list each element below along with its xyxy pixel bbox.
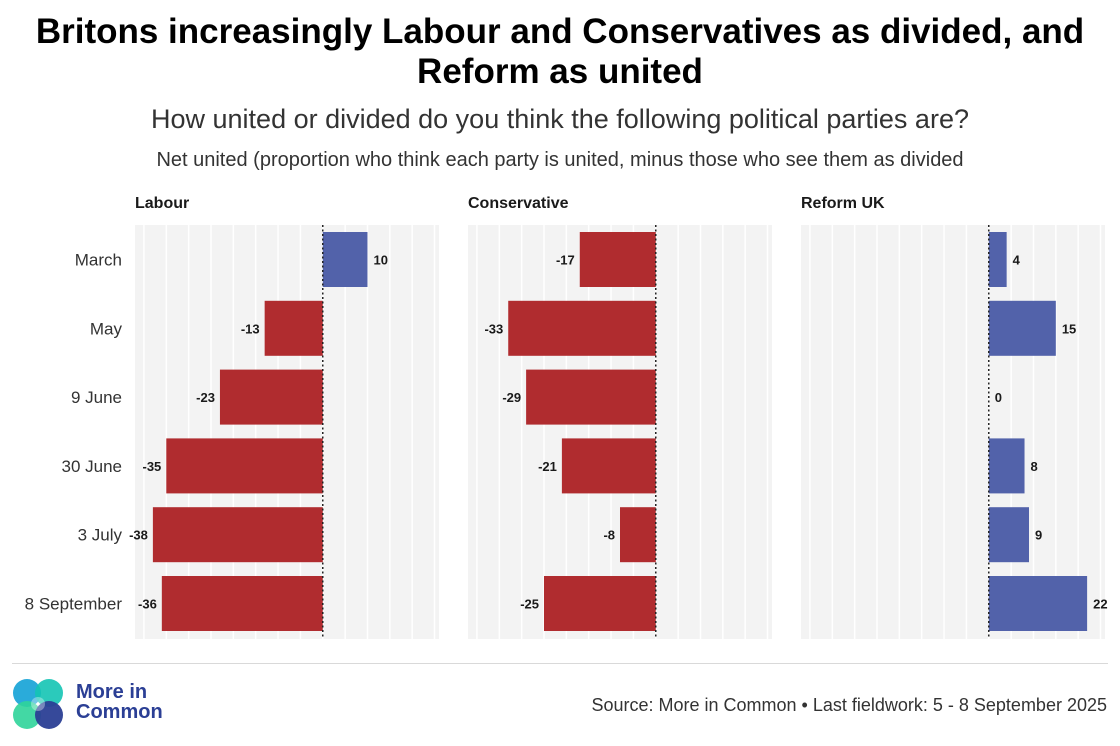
value-label: -38 [129, 528, 148, 543]
value-label: 22 [1093, 597, 1107, 612]
brand-line-1: More in [76, 681, 148, 703]
bar [620, 507, 656, 563]
source-note: Source: More in Common • Last fieldwork:… [591, 695, 1107, 715]
panel-background [468, 225, 772, 639]
value-label: -21 [538, 459, 557, 474]
footer-divider [12, 663, 1108, 664]
panel-title: Reform UK [801, 195, 885, 212]
bar [264, 300, 323, 356]
category-label: March [75, 251, 122, 270]
bar [166, 438, 323, 494]
value-label: -33 [484, 321, 503, 336]
value-label: 15 [1062, 321, 1076, 336]
bar [508, 300, 656, 356]
bar [988, 300, 1056, 356]
value-label: 9 [1035, 528, 1042, 543]
value-label: -17 [556, 253, 575, 268]
panel-title: Labour [135, 195, 189, 212]
category-label: 30 June [62, 457, 123, 476]
value-label: -23 [196, 390, 215, 405]
value-label: 0 [995, 390, 1002, 405]
category-label: 9 June [71, 388, 122, 407]
panel-background [801, 225, 1105, 639]
bar [988, 438, 1025, 494]
panel-labour: Labour 10 -13 -23 -35 -38 -36 [129, 195, 439, 639]
value-label: 10 [373, 253, 387, 268]
chart-description: Net united (proportion who think each pa… [156, 149, 964, 171]
value-label: -35 [142, 459, 161, 474]
bar [526, 369, 656, 425]
bar [988, 232, 1007, 287]
value-label: -13 [241, 321, 260, 336]
bar [161, 576, 323, 631]
brand-name: More in Common [76, 682, 196, 722]
panel-reform-uk: Reform UK 4 15 0 8 9 22 [801, 195, 1108, 639]
value-label: -8 [603, 528, 615, 543]
category-label: May [90, 319, 123, 338]
value-label: -25 [520, 597, 539, 612]
bar [322, 232, 368, 287]
value-label: 4 [1013, 253, 1021, 268]
category-label: 3 July [78, 526, 123, 545]
bar [988, 507, 1029, 563]
chart-subtitle: How united or divided do you think the f… [151, 104, 969, 134]
value-label: -29 [502, 390, 521, 405]
panel-title: Conservative [468, 195, 569, 212]
bar [544, 576, 656, 631]
bar [152, 507, 323, 563]
brand-line-2: Common [76, 701, 163, 723]
more-in-common-logo-icon [13, 679, 63, 729]
small-multiples-bar-chart: Labour 10 -13 -23 -35 -38 -36 Conservative -17 -3… [25, 195, 1108, 639]
chart-title: Britons increasingly Labour and Conserva… [35, 12, 1085, 91]
category-label: 8 September [25, 595, 123, 614]
value-label: -36 [138, 597, 157, 612]
panel-conservative: Conservative -17 -33 -29 -21 -8 -25 [468, 195, 772, 639]
bar [579, 232, 656, 287]
bar [561, 438, 656, 494]
value-label: 8 [1031, 459, 1038, 474]
bar [988, 576, 1088, 631]
bar [219, 369, 323, 425]
panel-background [135, 225, 439, 639]
